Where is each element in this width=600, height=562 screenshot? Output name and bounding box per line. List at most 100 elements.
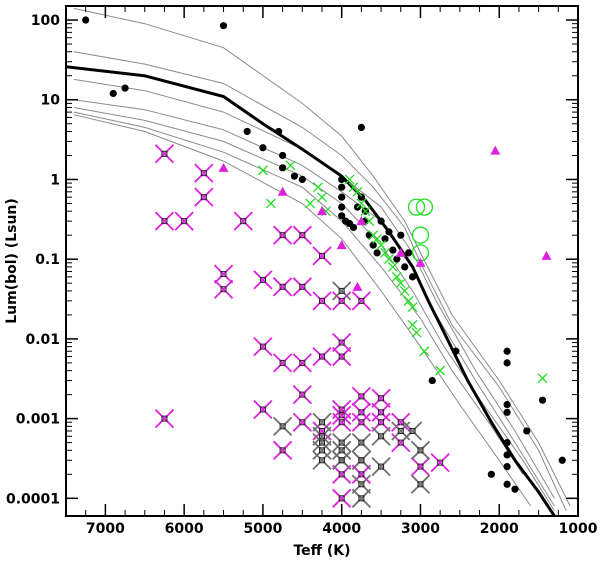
magenta-boxcross-point <box>233 211 253 231</box>
magenta-boxcross-point <box>154 408 175 429</box>
black-dot-point <box>349 223 358 232</box>
green-cross-point <box>407 319 418 330</box>
black-dot-point <box>338 183 346 191</box>
black-dot-point <box>503 462 511 471</box>
magenta-triangle-point <box>218 162 229 172</box>
black-dot-point <box>82 16 90 24</box>
black-dot-point <box>523 427 531 435</box>
magenta-boxcross-point <box>272 277 293 297</box>
black-dot-point <box>290 172 299 180</box>
magenta-boxcross-point <box>292 225 312 245</box>
green-cross-point <box>435 365 446 376</box>
gray-boxcross-point <box>371 426 391 446</box>
green-circle-point <box>407 198 426 216</box>
magenta-boxcross-point <box>253 336 273 357</box>
magenta-boxcross-point <box>351 386 372 407</box>
green-cross-point <box>403 295 414 306</box>
black-dot-point <box>405 249 413 257</box>
gray-boxcross-point <box>410 474 431 494</box>
series-gray-boxed-crosses <box>272 281 431 508</box>
isochrone-thin-7 <box>73 114 532 507</box>
green-cross-point <box>372 233 383 244</box>
magenta-boxcross-point <box>351 291 372 311</box>
magenta-triangle-point <box>277 186 288 196</box>
black-dot-point <box>503 359 511 367</box>
x-tick-label: 4000 <box>322 521 361 537</box>
y-tick-label: 1 <box>50 172 60 188</box>
gray-boxcross-point <box>332 432 352 453</box>
black-dot-point <box>369 241 377 249</box>
y-tick-label: 0.1 <box>35 252 60 268</box>
magenta-boxcross-point <box>332 464 352 484</box>
magenta-boxcross-point <box>371 402 391 422</box>
black-dot-point <box>503 451 511 459</box>
black-dot-point <box>219 22 228 30</box>
black-dot-point <box>377 217 385 225</box>
green-cross-point <box>360 206 371 217</box>
green-cross-point <box>265 198 276 209</box>
green-cross-point <box>537 373 548 384</box>
black-dot-point <box>389 246 397 254</box>
x-tick-label: 2000 <box>480 521 519 537</box>
gray-boxcross-point <box>351 450 372 470</box>
x-tick-label: 1000 <box>559 521 598 537</box>
black-dot-point <box>259 144 267 152</box>
gray-boxcross-point <box>371 456 391 477</box>
isochrone-thin-3 <box>73 78 555 499</box>
y-axis-label: Lum(bol) (Lsun) <box>4 198 20 324</box>
black-dot-point <box>279 164 287 172</box>
green-cross-point <box>352 186 363 197</box>
black-dot-point <box>373 249 381 257</box>
gray-boxcross-point <box>351 432 372 453</box>
green-cross-point <box>356 198 367 209</box>
magenta-boxcross-point <box>213 264 234 284</box>
gray-boxcross-point <box>312 426 332 446</box>
black-dot-point <box>381 235 389 243</box>
black-dot-point <box>357 123 365 131</box>
magenta-boxcross-point <box>272 353 293 373</box>
black-dot-point <box>385 228 393 236</box>
magenta-boxcross-point <box>332 346 352 367</box>
magenta-boxcross-point <box>410 456 431 477</box>
magenta-triangle-point <box>356 216 367 226</box>
green-cross-point <box>395 278 406 289</box>
green-cross-point <box>285 160 296 171</box>
y-tick-label: 10 <box>41 93 61 109</box>
magenta-triangle-point <box>395 247 406 257</box>
magenta-boxcross-point <box>292 277 312 297</box>
gray-boxcross-point <box>312 432 332 453</box>
black-dot-point <box>503 438 511 447</box>
black-dot-point <box>503 408 511 416</box>
black-dot-point <box>298 175 306 184</box>
green-cross-point <box>313 182 324 193</box>
magenta-boxcross-point <box>292 412 312 432</box>
black-dot-point <box>338 212 346 220</box>
magenta-triangle-point <box>490 145 501 155</box>
axis-ticks <box>65 6 579 516</box>
gray-boxcross-point <box>272 416 293 436</box>
black-dot-point <box>338 193 346 201</box>
magenta-boxcross-point <box>351 464 372 484</box>
gray-boxcross-point <box>332 281 352 301</box>
y-tick-label: 100 <box>31 13 60 29</box>
green-cross-point <box>380 247 390 258</box>
isochrone-thin-2 <box>73 51 567 511</box>
black-dot-point <box>401 263 409 271</box>
tick-labels: 7000 6000 5000 4000 3000 2000 1000 0.0001 0.001 0… <box>6 13 598 537</box>
gray-boxcross-point <box>332 450 352 470</box>
isochrone-thin-1 <box>73 7 571 507</box>
gray-boxcross-point <box>312 440 332 460</box>
green-cross-point <box>257 165 268 176</box>
magenta-triangle-point <box>415 257 426 267</box>
magenta-boxcross-point <box>351 402 372 422</box>
black-dot-point <box>338 203 346 211</box>
green-cross-point <box>399 285 410 296</box>
x-tick-label: 6000 <box>165 521 204 537</box>
gray-boxcross-point <box>332 440 352 460</box>
black-dot-point <box>408 273 417 281</box>
black-dot-point <box>487 470 495 478</box>
black-dot-point <box>503 400 511 409</box>
magenta-boxcross-point <box>253 399 273 420</box>
magenta-boxcross-point <box>332 405 352 425</box>
magenta-boxcross-point <box>253 270 273 290</box>
